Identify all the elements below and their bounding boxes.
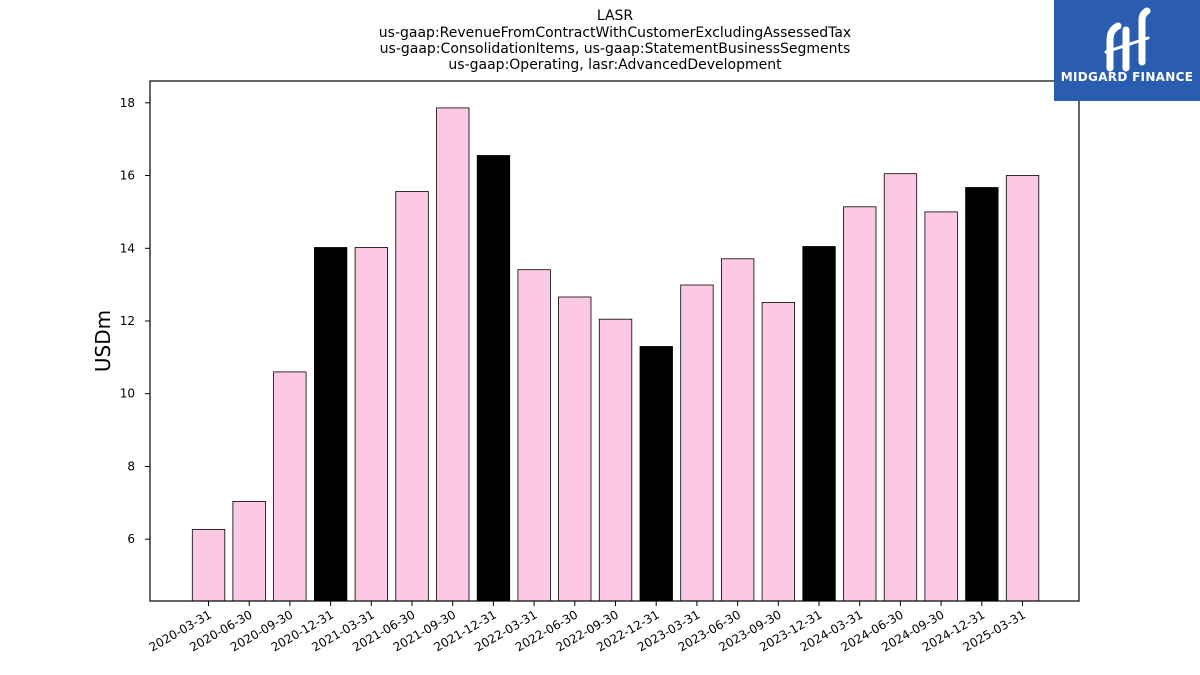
bar-2020-06-30 [232,500,266,602]
bars [191,107,1040,602]
y-tick-label: 16 [120,169,135,183]
title-line-3: us-gaap:ConsolidationItems, us-gaap:Stat… [380,41,851,57]
title-line-1: LASR [597,8,634,24]
bar-2025-03-31 [1005,175,1040,602]
logo-emblem-icon [1104,7,1151,72]
logo-text: MIDGARD FINANCE [1061,70,1193,84]
bar-2023-12-31 [802,246,836,602]
title-line-2: us-gaap:RevenueFromContractWithCustomerE… [379,25,851,41]
bar-2022-12-31 [639,346,673,602]
bar-2024-12-31 [965,187,999,602]
bar-2024-09-30 [924,211,958,602]
x-axis: 2020-03-312020-06-302020-09-302020-12-31… [147,601,1028,654]
y-tick-label: 6 [127,532,135,546]
title-line-4: us-gaap:Operating, lasr:AdvancedDevelopm… [448,57,782,73]
y-tick-label: 14 [120,241,135,255]
bar-2023-06-30 [721,258,755,602]
bar-2021-12-31 [476,155,511,602]
bar-2020-03-31 [191,529,226,602]
y-tick-label: 18 [120,96,135,110]
bar-2022-09-30 [598,318,633,602]
midgard-finance-logo: MIDGARD FINANCE [1054,0,1200,101]
bar-2020-09-30 [273,371,307,602]
bar-2020-12-31 [313,247,348,602]
bar-2022-06-30 [558,296,592,602]
bar-2023-03-31 [680,284,714,602]
chart-title: LASR us-gaap:RevenueFromContractWithCust… [379,8,851,73]
bar-2024-06-30 [883,173,918,602]
bar-2023-09-30 [761,302,795,602]
bar-2024-03-31 [843,206,877,602]
y-axis: 6 8 10 12 14 16 18 [120,96,150,546]
plot-area-frame [149,80,1080,602]
bar-2022-03-31 [517,269,551,602]
y-tick-label: 8 [127,460,135,474]
bar-2021-06-30 [395,191,429,602]
bar-2021-09-30 [436,107,470,602]
y-axis-label: USDm [91,310,115,372]
y-tick-label: 10 [120,387,135,401]
y-tick-label: 12 [120,314,135,328]
bar-2021-03-31 [354,247,389,602]
